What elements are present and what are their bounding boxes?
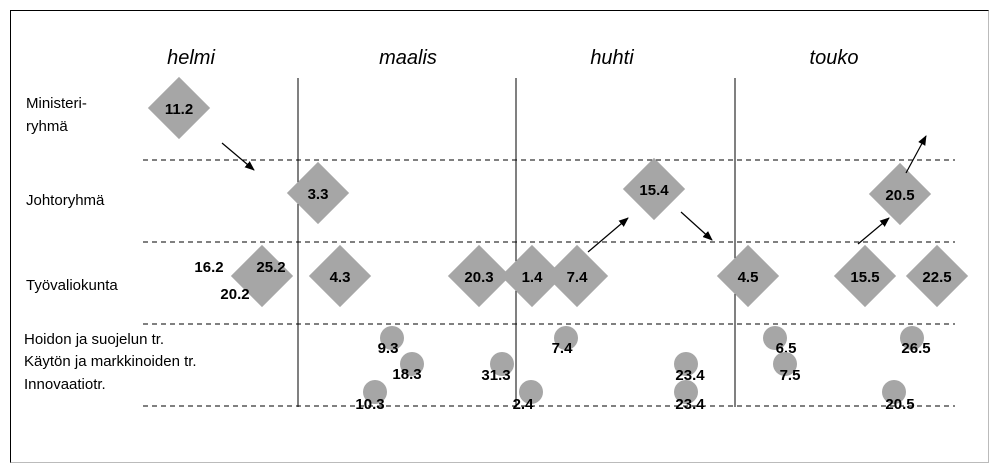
meeting-circle [674, 352, 698, 376]
arrow-johto-to-tyo [680, 211, 713, 241]
meeting-diamond: 20.3 [447, 244, 511, 308]
diamond-label-helmi-3: 20.2 [220, 286, 249, 303]
meeting-circle [519, 380, 543, 404]
circle-label: 26.5 [901, 340, 930, 357]
meeting-diamond-cluster [230, 244, 294, 308]
row-label-tyovaliokunta: Työvaliokunta [26, 277, 118, 294]
row-labels: Ministeri- ryhmä Johtoryhmä Työvaliokunt… [24, 95, 197, 393]
circle-label: 6.5 [776, 340, 797, 357]
meeting-circle [674, 380, 698, 404]
row-label-innovaatio: Innovaatiotr. [24, 376, 106, 393]
diamond-label: 1.4 [522, 269, 544, 286]
month-header-maalis: maalis [379, 47, 437, 69]
meeting-circle [400, 352, 424, 376]
meeting-circle [763, 326, 787, 350]
circle-label: 7.4 [552, 340, 574, 357]
meeting-circle [900, 326, 924, 350]
diamond-label: 20.5 [885, 187, 914, 204]
diamond-label: 15.5 [850, 269, 879, 286]
circle-label: 20.5 [885, 396, 914, 413]
diamond-label: 11.2 [165, 101, 193, 118]
month-header-touko: touko [810, 47, 859, 69]
arrow-tyo-to-johto-touko [857, 217, 890, 245]
meeting-diamond: 1.4 [500, 244, 564, 308]
diamond-label: 20.3 [464, 269, 493, 286]
meeting-diamond: 4.3 [308, 244, 372, 308]
month-header-huhti: huhti [590, 47, 634, 69]
circle-label: 7.5 [780, 367, 801, 384]
circle-label: 9.3 [378, 340, 399, 357]
diamond-label-helmi-2: 25.2 [256, 259, 285, 276]
meeting-circle [490, 352, 514, 376]
circle-label: 10.3 [355, 396, 384, 413]
circle-label: 2.4 [513, 396, 535, 413]
meeting-circle [554, 326, 578, 350]
arrow-johto-to-ministeri [905, 135, 927, 174]
circle-label: 31.3 [481, 367, 510, 384]
meeting-circle [380, 326, 404, 350]
meeting-diamond: 22.5 [905, 244, 969, 308]
row-label-kaytto: Käytön ja markkinoiden tr. [24, 353, 197, 370]
circle-label: 18.3 [392, 366, 421, 383]
arrow-ministeri-to-johto [221, 142, 255, 171]
row-label-ministeri-2: ryhmä [26, 118, 68, 135]
circles: 9.3 18.3 10.3 31.3 2.4 7.4 23.4 23.4 6.5… [355, 326, 931, 413]
arrow-tyo-to-johto [587, 217, 629, 253]
row-label-johtoryhma: Johtoryhmä [26, 192, 105, 209]
month-header-helmi: helmi [167, 47, 215, 69]
grid-lines [143, 78, 955, 407]
diamonds: 11.2 3.3 15.4 20.5 4.3 20.3 1.4 7.4 [147, 76, 969, 308]
diagram-frame [10, 10, 989, 463]
meeting-diamond: 3.3 [286, 161, 350, 225]
diamond-label: 4.5 [738, 269, 759, 286]
month-headers: helmi maalis huhti touko [167, 47, 858, 69]
row-label-ministeri-1: Ministeri- [26, 95, 87, 112]
row-label-hoito: Hoidon ja suojelun tr. [24, 331, 164, 348]
circle-label: 23.4 [675, 396, 705, 413]
diamond-label: 4.3 [330, 269, 351, 286]
diamond-label-helmi-1: 16.2 [194, 259, 223, 276]
meeting-diamond: 4.5 [716, 244, 780, 308]
meeting-diamond: 11.2 [147, 76, 211, 140]
meeting-diamond: 15.4 [622, 157, 686, 221]
meeting-diamond: 15.5 [833, 244, 897, 308]
meeting-diamond: 20.5 [868, 162, 932, 226]
meeting-circle [363, 380, 387, 404]
arrows [221, 135, 927, 253]
circle-label: 23.4 [675, 367, 705, 384]
meeting-diamond: 7.4 [545, 244, 609, 308]
meeting-circle [773, 352, 797, 376]
diamond-label: 3.3 [308, 186, 329, 203]
diamond-label: 15.4 [639, 182, 669, 199]
meeting-circle [882, 380, 906, 404]
diamond-label: 7.4 [567, 269, 589, 286]
diamond-label: 22.5 [922, 269, 951, 286]
